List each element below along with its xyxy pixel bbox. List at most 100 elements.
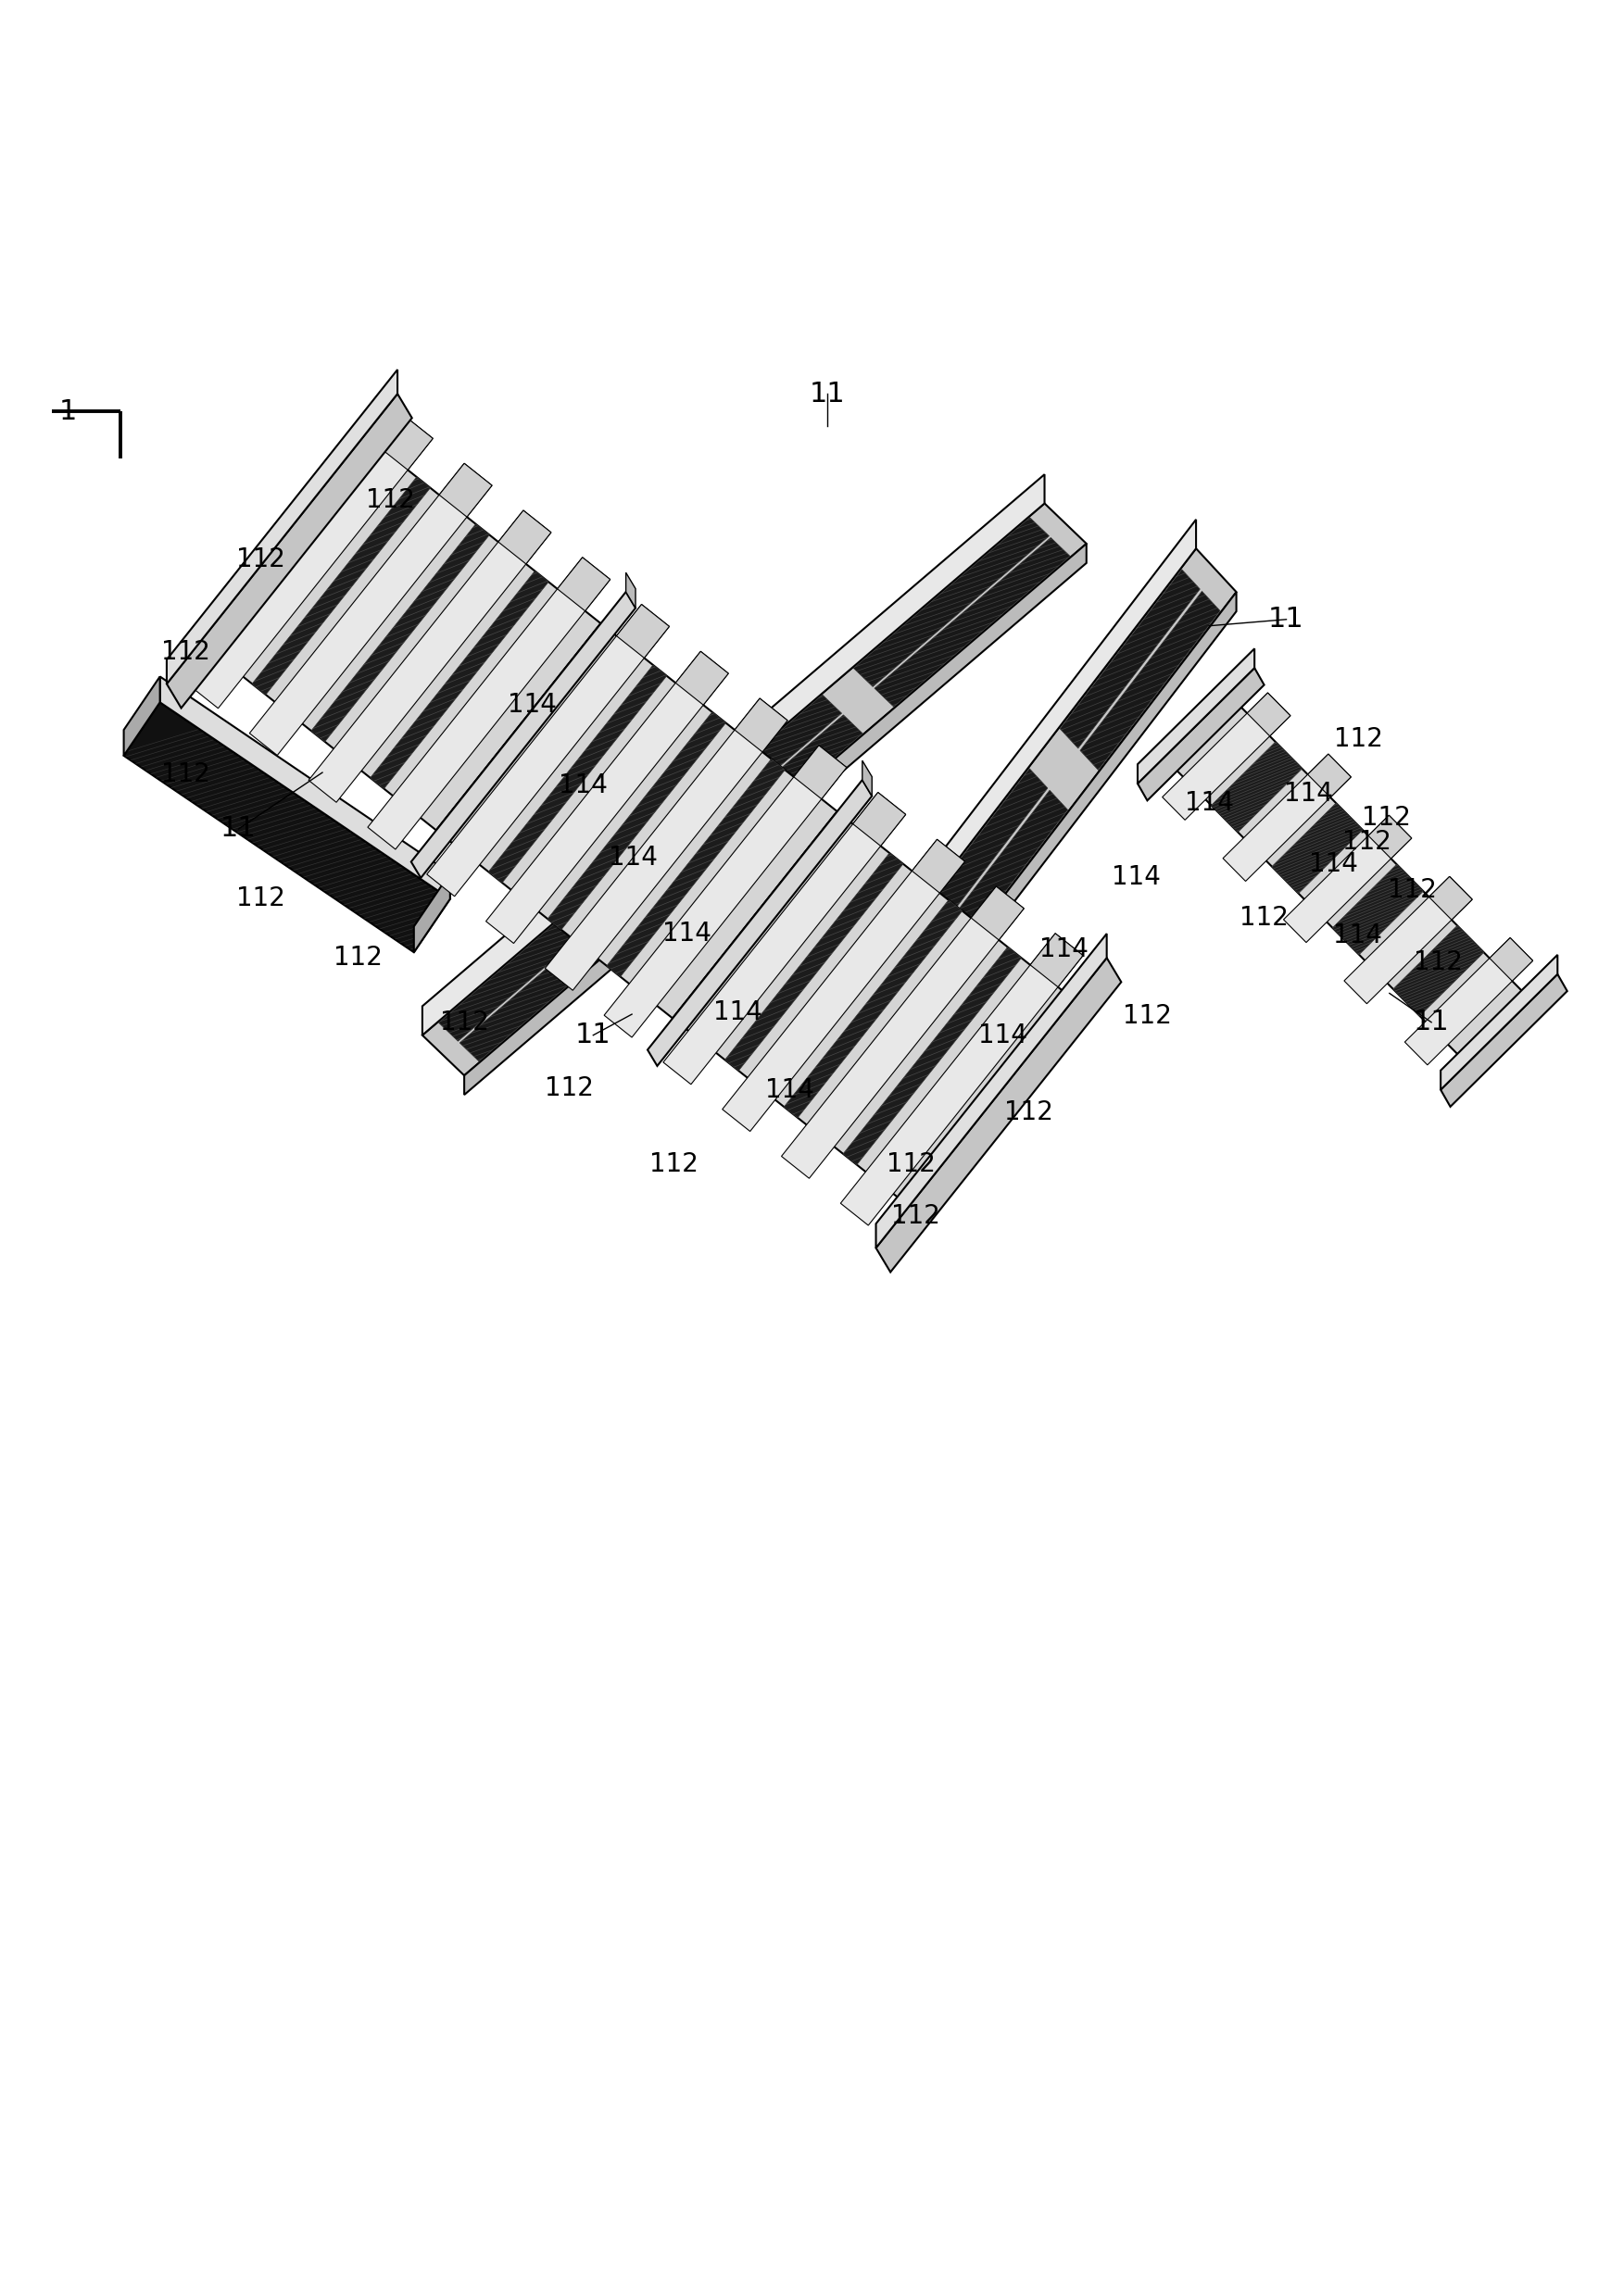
- Polygon shape: [1344, 877, 1471, 1003]
- Text: 112: 112: [545, 1075, 593, 1102]
- Polygon shape: [459, 893, 654, 1061]
- Polygon shape: [251, 478, 430, 696]
- Polygon shape: [1099, 948, 1108, 985]
- Polygon shape: [1162, 693, 1290, 820]
- Polygon shape: [1137, 650, 1253, 783]
- Polygon shape: [1282, 815, 1411, 941]
- Text: 114: 114: [1039, 937, 1087, 962]
- Polygon shape: [124, 677, 159, 755]
- Text: 114: 114: [1112, 863, 1160, 891]
- Polygon shape: [875, 934, 1107, 1249]
- Polygon shape: [793, 746, 846, 799]
- Polygon shape: [667, 714, 862, 884]
- Text: 114: 114: [714, 999, 762, 1026]
- Polygon shape: [308, 510, 551, 801]
- Text: 112: 112: [891, 1203, 939, 1228]
- Polygon shape: [891, 519, 1195, 946]
- Polygon shape: [907, 769, 1047, 948]
- Polygon shape: [1137, 668, 1263, 801]
- Polygon shape: [1440, 974, 1566, 1107]
- Text: 112: 112: [886, 1150, 934, 1178]
- Polygon shape: [422, 503, 1086, 1075]
- Polygon shape: [615, 604, 669, 659]
- Polygon shape: [464, 544, 1086, 1095]
- Text: 112: 112: [1123, 1003, 1171, 1029]
- Polygon shape: [1060, 569, 1199, 748]
- Polygon shape: [1332, 863, 1423, 955]
- Polygon shape: [411, 592, 635, 877]
- Polygon shape: [485, 652, 728, 944]
- Text: 114: 114: [1284, 781, 1332, 806]
- Polygon shape: [606, 760, 785, 976]
- Polygon shape: [970, 886, 1023, 939]
- Polygon shape: [675, 652, 728, 705]
- Polygon shape: [646, 696, 841, 863]
- Text: 114: 114: [507, 691, 556, 719]
- Polygon shape: [931, 592, 1236, 1010]
- Polygon shape: [1368, 815, 1411, 859]
- Polygon shape: [438, 872, 633, 1040]
- Polygon shape: [1489, 937, 1532, 980]
- Polygon shape: [875, 537, 1070, 707]
- Polygon shape: [854, 517, 1049, 687]
- Polygon shape: [459, 893, 654, 1061]
- Polygon shape: [875, 957, 1121, 1272]
- Polygon shape: [648, 781, 872, 1065]
- Polygon shape: [1247, 693, 1290, 737]
- Text: 114: 114: [559, 771, 607, 799]
- Polygon shape: [1163, 693, 1530, 1063]
- Polygon shape: [371, 572, 548, 790]
- Polygon shape: [606, 760, 785, 976]
- Text: 112: 112: [1334, 726, 1382, 751]
- Polygon shape: [124, 703, 449, 953]
- Polygon shape: [190, 416, 433, 709]
- Polygon shape: [1440, 955, 1556, 1091]
- Polygon shape: [875, 537, 1070, 707]
- Text: 112: 112: [1387, 877, 1435, 902]
- Polygon shape: [488, 666, 667, 882]
- Polygon shape: [646, 696, 841, 863]
- Polygon shape: [380, 416, 433, 471]
- Polygon shape: [1392, 925, 1484, 1015]
- Polygon shape: [438, 872, 633, 1040]
- Polygon shape: [311, 523, 490, 742]
- Polygon shape: [311, 523, 490, 742]
- Text: 114: 114: [978, 1022, 1026, 1049]
- Polygon shape: [735, 698, 788, 753]
- Polygon shape: [839, 934, 1083, 1226]
- Polygon shape: [1029, 934, 1083, 987]
- Polygon shape: [781, 886, 1023, 1178]
- Polygon shape: [672, 810, 1073, 1205]
- Text: 114: 114: [662, 921, 710, 946]
- Text: 112: 112: [1413, 951, 1461, 976]
- Polygon shape: [488, 666, 667, 882]
- Polygon shape: [1079, 592, 1220, 769]
- Polygon shape: [1210, 742, 1302, 831]
- Text: 11: 11: [1268, 606, 1303, 634]
- Text: 11: 11: [575, 1022, 611, 1049]
- Polygon shape: [548, 712, 725, 930]
- Polygon shape: [1079, 592, 1220, 769]
- Polygon shape: [1060, 569, 1199, 748]
- Text: 112: 112: [440, 1010, 488, 1035]
- Polygon shape: [625, 572, 635, 608]
- Polygon shape: [390, 383, 400, 420]
- Polygon shape: [174, 404, 400, 689]
- Polygon shape: [928, 790, 1066, 969]
- Polygon shape: [166, 370, 398, 684]
- Polygon shape: [667, 714, 862, 884]
- Text: 1: 1: [58, 400, 77, 425]
- Polygon shape: [883, 969, 1108, 1254]
- Polygon shape: [1392, 925, 1484, 1015]
- Polygon shape: [371, 572, 548, 790]
- Polygon shape: [250, 464, 491, 755]
- Polygon shape: [1427, 877, 1471, 921]
- Text: 114: 114: [765, 1077, 814, 1102]
- Polygon shape: [437, 625, 836, 1019]
- Polygon shape: [604, 746, 846, 1038]
- Text: 112: 112: [1004, 1100, 1052, 1125]
- Text: 112: 112: [161, 762, 209, 788]
- Polygon shape: [725, 854, 902, 1070]
- Polygon shape: [783, 900, 962, 1118]
- Text: 112: 112: [237, 886, 285, 912]
